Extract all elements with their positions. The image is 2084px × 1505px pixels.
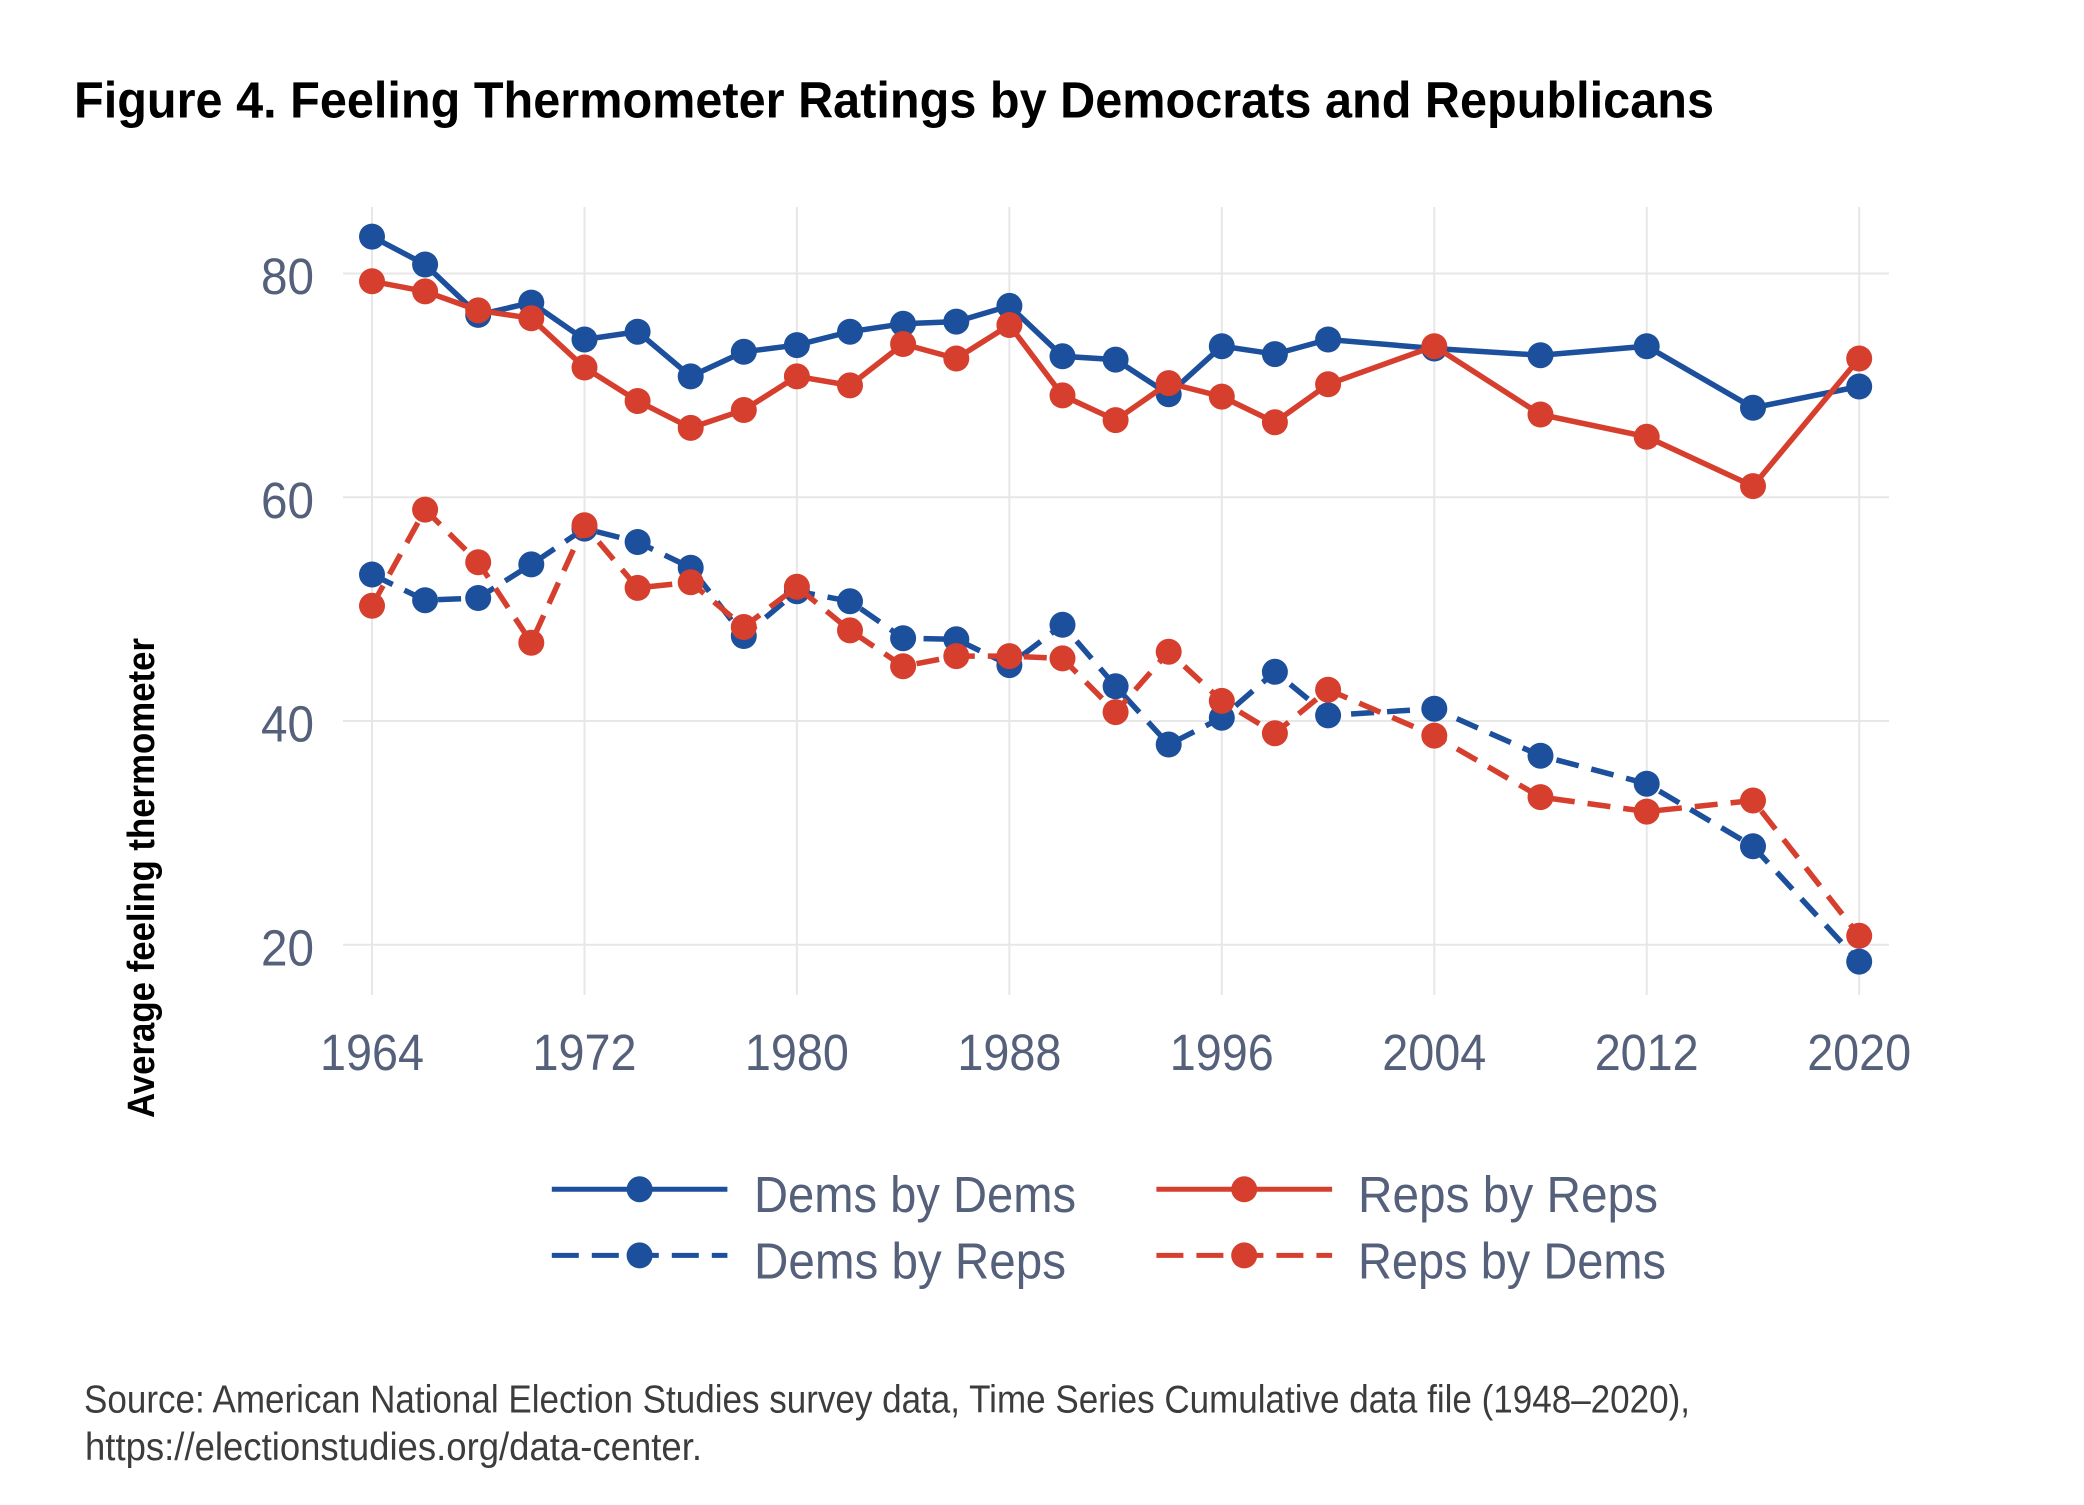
svg-text:1996: 1996 bbox=[1170, 1024, 1274, 1081]
svg-text:2004: 2004 bbox=[1382, 1024, 1486, 1081]
svg-text:1980: 1980 bbox=[745, 1024, 849, 1081]
svg-text:1964: 1964 bbox=[320, 1024, 424, 1081]
svg-text:80: 80 bbox=[261, 248, 314, 305]
svg-text:1988: 1988 bbox=[957, 1024, 1061, 1081]
svg-text:2020: 2020 bbox=[1807, 1024, 1911, 1081]
svg-text:Dems by Reps: Dems by Reps bbox=[754, 1233, 1066, 1290]
svg-text:https://electionstudies.org/da: https://electionstudies.org/data-center. bbox=[85, 1426, 702, 1469]
svg-text:Dems by Dems: Dems by Dems bbox=[754, 1166, 1076, 1223]
svg-text:60: 60 bbox=[261, 472, 314, 529]
svg-text:1972: 1972 bbox=[533, 1024, 637, 1081]
svg-text:Source: American National Elec: Source: American National Election Studi… bbox=[84, 1379, 1690, 1422]
svg-text:20: 20 bbox=[261, 919, 314, 976]
svg-text:Reps by Dems: Reps by Dems bbox=[1358, 1233, 1666, 1290]
svg-text:Figure 4. Feeling Thermometer: Figure 4. Feeling Thermometer Ratings by… bbox=[74, 72, 1714, 129]
svg-text:2012: 2012 bbox=[1595, 1024, 1699, 1081]
svg-text:Reps by Reps: Reps by Reps bbox=[1358, 1166, 1658, 1223]
svg-text:Average feeling thermometer: Average feeling thermometer bbox=[121, 638, 163, 1118]
svg-text:40: 40 bbox=[261, 696, 314, 753]
